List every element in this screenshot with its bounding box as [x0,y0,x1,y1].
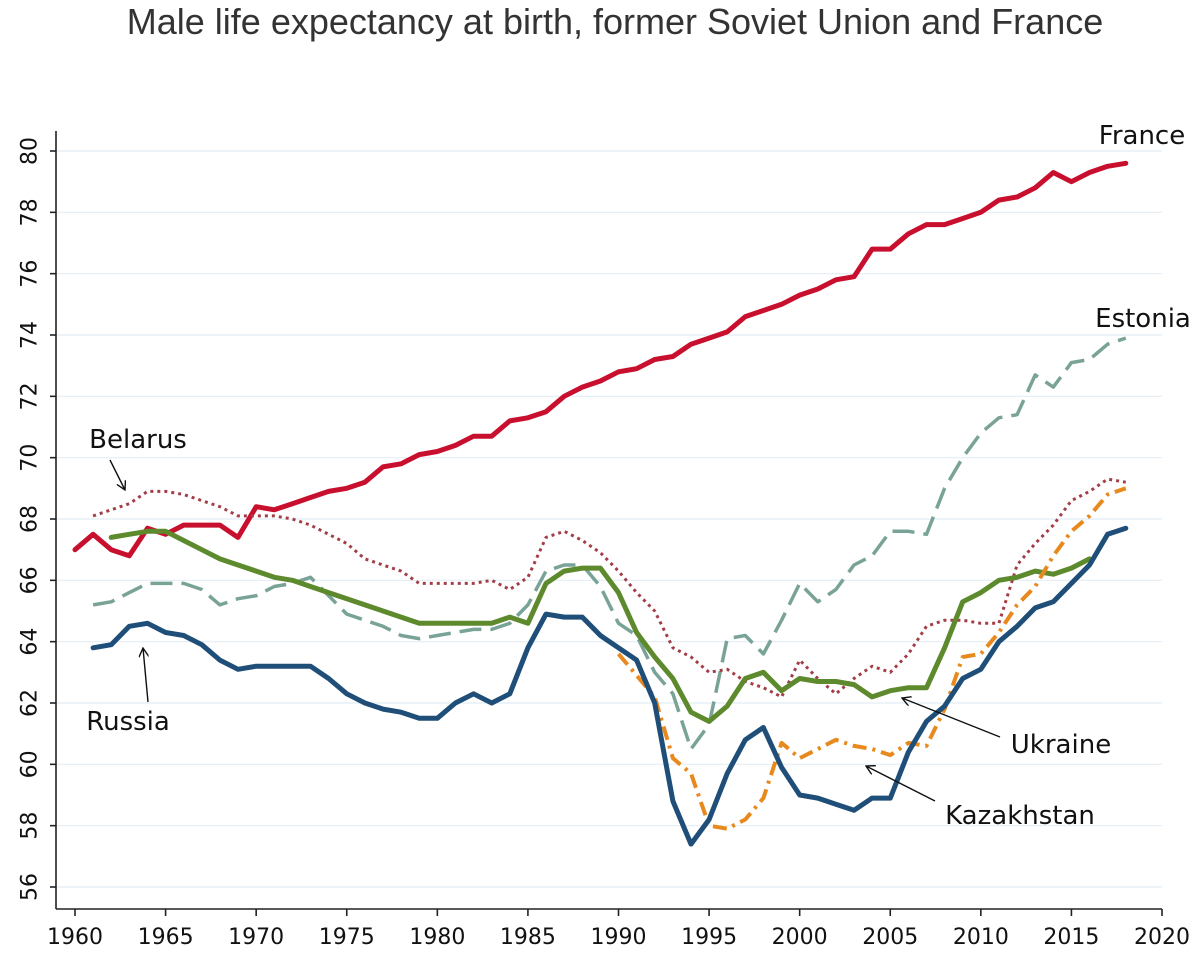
y-tick-label: 74 [18,321,43,349]
series-labels: France Estonia Belarus Russia Ukraine Kazakhs… [86,121,1191,831]
label-arrow-russia [143,648,148,703]
label-arrow-belarus [109,459,125,490]
y-tick-label: 80 [18,137,43,165]
y-tick-label: 58 [18,812,43,840]
y-tick-label: 66 [18,566,43,594]
y-tick-label: 78 [18,198,43,226]
grid [56,150,1162,888]
label-russia: Russia [86,707,170,737]
y-tick-label: 68 [18,505,43,533]
x-tick-label: 2010 [953,925,1009,950]
x-tick-label: 2015 [1043,925,1099,950]
chart-title: Male life expectancy at birth, former So… [127,1,1103,42]
y-tick-label: 70 [18,444,43,472]
x-tick-label: 2000 [772,925,828,950]
series-line-ukraine [108,528,1092,724]
x-tick-label: 1995 [681,925,737,950]
series-line-kazakhstan [616,486,1127,831]
y-tick-label: 64 [18,628,43,656]
series-line-france [72,160,1129,559]
x-tick-label: 1990 [591,925,647,950]
x-tick-label: 1965 [138,925,194,950]
y-tick-label: 62 [18,689,43,717]
y-tick-label: 56 [18,873,43,901]
label-arrow-kazakhstan [866,766,936,802]
y-tick-label: 72 [18,382,43,410]
label-france: France [1099,121,1185,151]
x-tick-label: 2005 [862,925,918,950]
x-tick-label: 1970 [228,925,284,950]
label-kazakhstan: Kazakhstan [945,801,1095,831]
series-line-estonia [92,336,1127,751]
axes: 56 58 60 62 64 66 68 70 72 74 76 78 80 1960 1965 1970 19… [18,131,1190,950]
y-tick-label: 60 [18,750,43,778]
label-ukraine: Ukraine [1011,730,1111,760]
label-arrow-ukraine [902,698,1001,738]
series-layer [72,160,1129,847]
x-tick-label: 1980 [409,925,465,950]
x-tick-label: 1975 [319,925,375,950]
series-line-belarus [92,477,1127,699]
y-tick-label: 76 [18,260,43,288]
x-tick-label: 2020 [1134,925,1190,950]
x-tick-label: 1985 [500,925,556,950]
label-estonia: Estonia [1095,304,1191,334]
x-tick-label: 1960 [47,925,103,950]
label-belarus: Belarus [89,425,187,455]
series-line-russia [90,525,1129,847]
